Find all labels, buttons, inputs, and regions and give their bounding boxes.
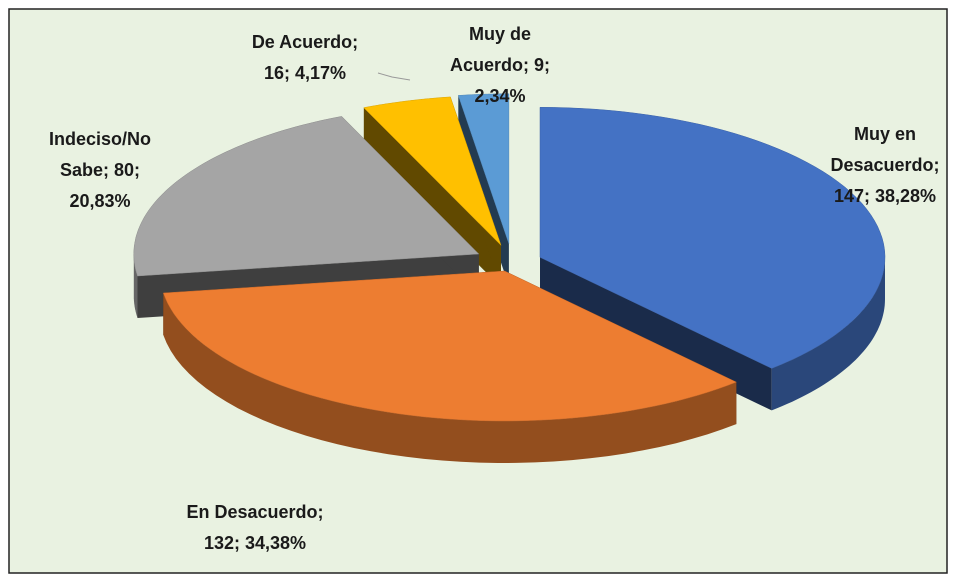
data-label: En Desacuerdo; 132; 34,38%: [186, 502, 323, 553]
slice-edge: [771, 257, 885, 411]
slice-edge: [133, 254, 138, 318]
slice-edge: [163, 293, 737, 463]
slice: [162, 270, 737, 463]
data-label: Muy en Desacuerdo; 147; 38,28%: [830, 124, 939, 206]
data-label: De Acuerdo; 16; 4,17%: [252, 32, 358, 83]
slice-top: [457, 93, 510, 244]
slice-top: [162, 270, 737, 422]
slice-top: [539, 107, 886, 369]
slice-top: [133, 116, 480, 277]
slice-top: [363, 96, 502, 246]
leader-line: [377, 72, 411, 81]
data-label: Indeciso/No Sabe; 80; 20,83%: [49, 129, 151, 211]
data-label: Muy de Acuerdo; 9; 2,34%: [450, 24, 550, 106]
